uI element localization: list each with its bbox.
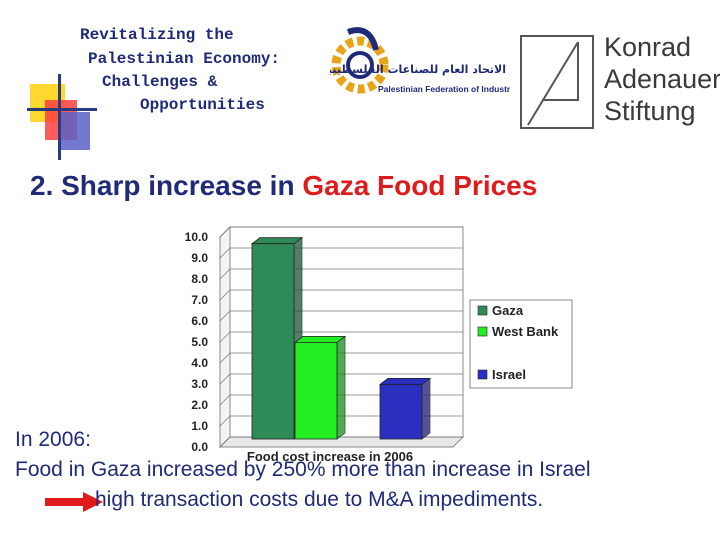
chart-y-tick-label: 7.0 (191, 293, 208, 307)
chart-gridline-side (219, 352, 231, 364)
deco-blue-square (58, 112, 90, 150)
chart-y-tick-label: 3.0 (191, 377, 208, 391)
chart-legend-swatch (477, 305, 488, 316)
body-line-2: Food in Gaza increased by 250% more than… (15, 458, 591, 481)
deco-horizontal-line (27, 108, 97, 111)
chart-x-label: Food cost increase in 2006 (247, 449, 413, 464)
chart-bar-gaza (250, 236, 304, 440)
chart-gridline-side (219, 310, 231, 322)
kas-logo-mark (520, 35, 594, 129)
header-line-2: Palestinian Economy: (88, 50, 281, 68)
chart-legend: Gaza West Bank Israel (469, 299, 573, 389)
chart-bars (250, 236, 432, 440)
chart-y-tick-label: 6.0 (191, 314, 208, 328)
chart-y-tick-label: 4.0 (191, 356, 208, 370)
kas-text-line-3: Stiftung (604, 96, 696, 126)
deco-vertical-line (58, 74, 61, 160)
chart-gridline-side (219, 289, 231, 301)
chart-bar-side (421, 377, 431, 440)
header-line-3: Challenges & (102, 73, 218, 91)
chart-y-tick-label: 9.0 (191, 251, 208, 265)
header-line-1: Revitalizing the (80, 26, 234, 44)
body-line-1: In 2006: (15, 428, 91, 451)
chart-y-tick-label: 10.0 (185, 230, 209, 244)
chart-gridline-side (219, 394, 231, 406)
red-arrow-icon (45, 492, 103, 512)
chart-y-tick-label: 2.0 (191, 398, 208, 412)
chart-legend-label: West Bank (492, 324, 559, 339)
slide-title-prefix: 2. Sharp increase in (30, 170, 303, 201)
body-line-3: high transaction costs due to M&A impedi… (95, 488, 544, 511)
pfi-logo: الاتحاد العام للصناعات الفلسطينية Palest… (330, 27, 510, 94)
food-price-chart: 0.0 1.0 2.0 3.0 4.0 5.0 6.0 7.0 8.0 9.0 10.0 Food … (185, 225, 573, 464)
chart-bar-israel (378, 377, 432, 440)
chart-y-tick-label: 5.0 (191, 335, 208, 349)
chart-bar-west-bank (293, 335, 347, 440)
chart-gridline-side (219, 247, 231, 259)
header-line-4: Opportunities (140, 96, 265, 114)
chart-legend-swatch (477, 326, 488, 337)
pfi-english-text: Palestinian Federation of Industries (378, 84, 510, 94)
chart-gridline-side (219, 226, 231, 238)
chart-bar-top (293, 336, 347, 343)
chart-legend-swatch (477, 369, 488, 380)
chart-bar-top (250, 237, 304, 245)
pfi-arabic-text: الاتحاد العام للصناعات الفلسطينية (330, 63, 506, 76)
chart-gridline-side (219, 373, 231, 385)
chart-legend-label: Gaza (492, 303, 524, 318)
slide-title: 2. Sharp increase in Gaza Food Prices (30, 170, 537, 202)
chart-y-tick-label: 8.0 (191, 272, 208, 286)
kas-text-line-2: Adenauer (604, 64, 720, 94)
chart-gridline-side (219, 331, 231, 343)
chart-bar-front (379, 383, 423, 440)
chart-y-tick-label: 0.0 (191, 440, 208, 454)
chart-bar-front (251, 243, 295, 440)
chart-bar-top (378, 377, 432, 385)
chart-y-tick-label: 1.0 (191, 419, 208, 433)
chart-bar-front (294, 342, 338, 440)
chart-gridline-side (219, 436, 231, 448)
chart-gridline-side (219, 268, 231, 280)
chart-y-ticks: 0.0 1.0 2.0 3.0 4.0 5.0 6.0 7.0 8.0 9.0 10.0 (185, 230, 209, 454)
chart-bar-side (336, 335, 346, 440)
kas-text-line-1: Konrad (604, 32, 692, 62)
chart-gridline-side (219, 415, 231, 427)
slide-title-highlight: Gaza Food Prices (302, 170, 538, 201)
chart-legend-label: Israel (492, 367, 526, 382)
